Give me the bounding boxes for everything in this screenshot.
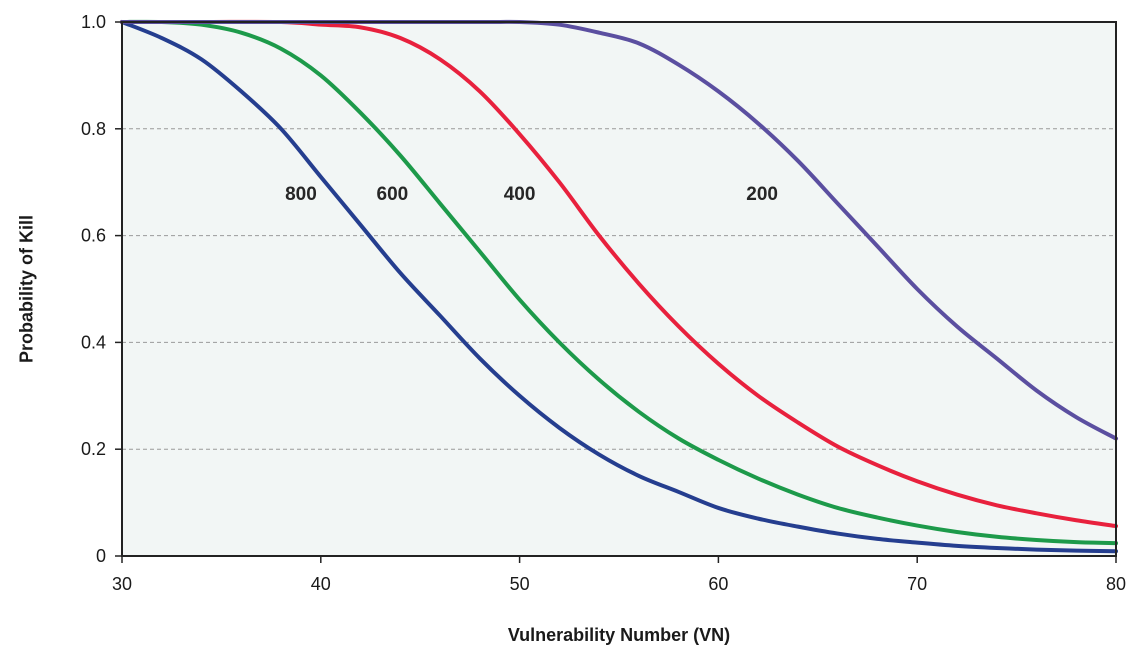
plot-frame [121, 21, 1117, 557]
y-tick-label: 0.4 [81, 332, 106, 352]
series-label-800: 800 [285, 184, 317, 205]
plot-area [121, 21, 1117, 557]
x-tick-label: 40 [311, 574, 331, 594]
y-axis-title: Probability of Kill [16, 215, 36, 363]
gridlines [122, 128, 1116, 450]
y-tick-label: 0.6 [81, 226, 106, 246]
x-axis-tick-labels: 30 40 50 60 70 80 [112, 574, 1126, 594]
y-tick-label: 0.2 [81, 439, 106, 459]
series-label-600: 600 [377, 184, 409, 205]
x-axis-title: Vulnerability Number (VN) [508, 625, 730, 645]
y-tick-label: 1.0 [81, 12, 106, 32]
series-lines [120, 19, 1118, 557]
x-tick-label: 30 [112, 574, 132, 594]
x-tick-label: 60 [708, 574, 728, 594]
axis-ticks [115, 21, 1117, 563]
series-line-600 [120, 19, 1118, 546]
x-tick-label: 70 [907, 574, 927, 594]
series-label-400: 400 [504, 184, 536, 205]
y-axis-tick-labels: 0 0.2 0.4 0.6 0.8 1.0 [81, 12, 106, 566]
series-label-200: 200 [746, 184, 778, 205]
x-tick-label: 80 [1106, 574, 1126, 594]
y-tick-label: 0 [96, 546, 106, 566]
series-labels: 800 600 400 200 [285, 184, 778, 205]
y-tick-label: 0.8 [81, 119, 106, 139]
series-line-400 [120, 19, 1118, 529]
series-line-800 [120, 20, 1118, 554]
x-tick-label: 50 [510, 574, 530, 594]
